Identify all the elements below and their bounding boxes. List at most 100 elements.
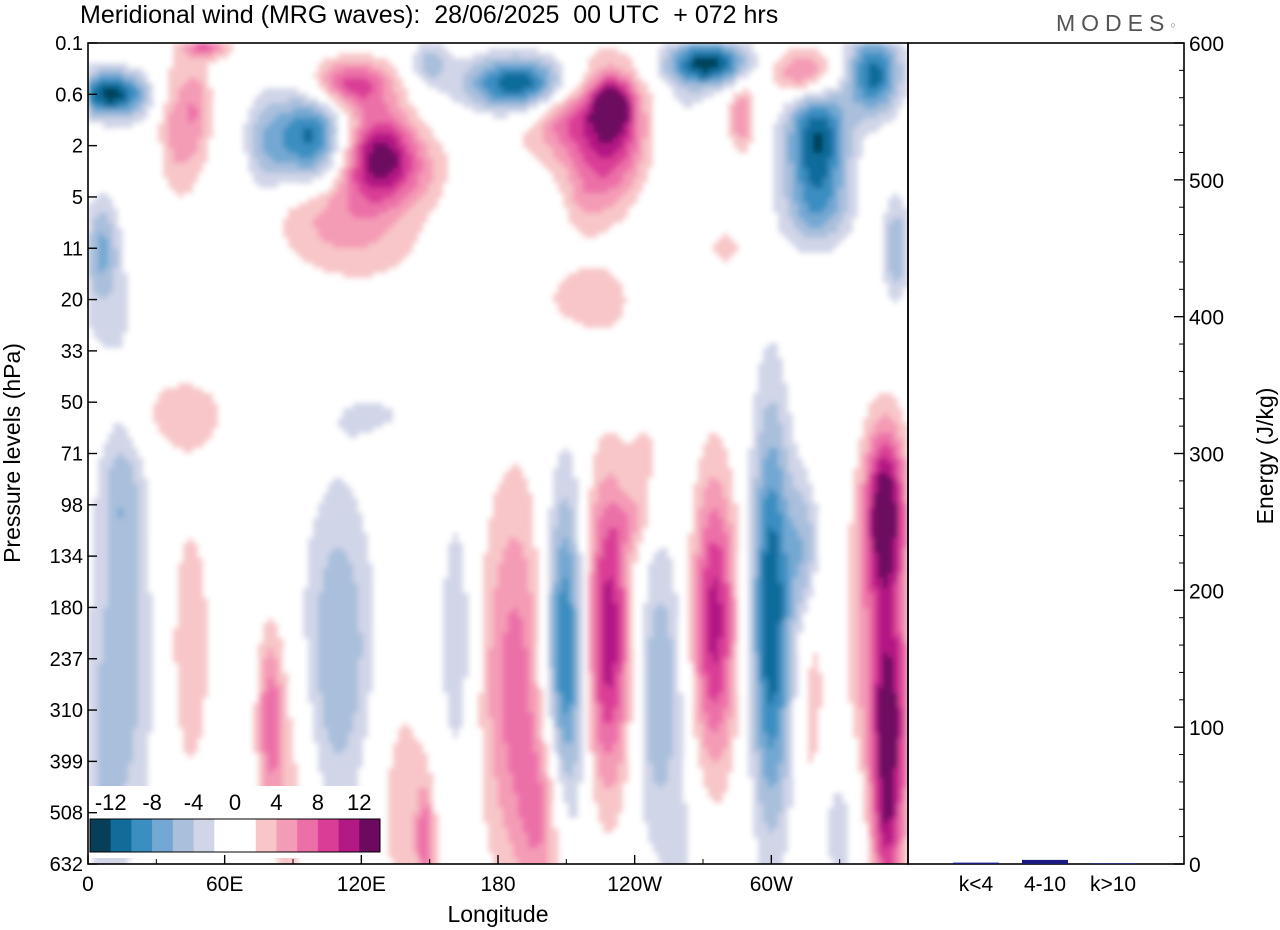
heatmap-cell <box>393 218 399 224</box>
heatmap-cell <box>528 108 534 114</box>
heatmap-cell <box>158 153 164 159</box>
heatmap-cell <box>728 248 734 254</box>
heatmap-cell <box>443 138 449 144</box>
heatmap-cell <box>538 138 544 144</box>
heatmap-cell <box>863 128 869 134</box>
heatmap-cell <box>328 143 334 149</box>
heatmap-cell <box>108 303 114 309</box>
heatmap-cell <box>393 223 399 229</box>
heatmap-cell <box>398 208 404 214</box>
heatmap-cell <box>388 163 394 169</box>
heatmap-cell <box>163 168 169 174</box>
heatmap-cell <box>198 93 204 99</box>
heatmap-cell <box>573 188 579 194</box>
heatmap-cell <box>563 133 569 139</box>
heatmap-cell <box>458 73 464 79</box>
heatmap-cell <box>568 218 574 224</box>
heatmap-cell <box>443 153 449 159</box>
heatmap-cell <box>533 73 539 79</box>
heatmap-cell <box>788 188 794 194</box>
heatmap-cell <box>583 228 589 234</box>
heatmap-cell <box>578 73 584 79</box>
heatmap-cell <box>603 78 609 84</box>
heatmap-cell <box>388 108 394 114</box>
heatmap-cell <box>878 78 884 84</box>
heatmap-cell <box>468 103 474 109</box>
heatmap-cell <box>393 103 399 109</box>
heatmap-cell <box>108 73 114 79</box>
heatmap-cell <box>833 88 839 94</box>
heatmap-cell <box>188 68 194 74</box>
heatmap-cell <box>768 208 774 214</box>
heatmap-cell <box>678 68 684 74</box>
heatmap-cell <box>533 138 539 144</box>
heatmap-cell <box>708 253 714 259</box>
heatmap-cell <box>193 138 199 144</box>
heatmap-cell <box>248 133 254 139</box>
heatmap-cell <box>588 203 594 209</box>
heatmap-cell <box>553 143 559 149</box>
heatmap-cell <box>423 198 429 204</box>
heatmap-cell <box>513 133 519 139</box>
heatmap-cell <box>838 88 844 94</box>
heatmap-cell <box>403 213 409 219</box>
heatmap-cell <box>618 68 624 74</box>
heatmap-cell <box>88 223 94 229</box>
heatmap-cell <box>373 53 379 59</box>
heatmap-cell <box>888 288 894 294</box>
heatmap-cell <box>768 138 774 144</box>
heatmap-cell <box>213 118 219 124</box>
heatmap-cell <box>328 228 334 234</box>
heatmap-cell <box>443 53 449 59</box>
heatmap-cell <box>783 78 789 84</box>
heatmap-cell <box>653 173 659 179</box>
heatmap-cell <box>323 223 329 229</box>
heatmap-cell <box>768 188 774 194</box>
heatmap-cell <box>333 278 339 284</box>
heatmap-cell <box>433 163 439 169</box>
heatmap-cell <box>423 243 429 249</box>
heatmap-cell <box>728 123 734 129</box>
heatmap-cell <box>583 213 589 219</box>
heatmap-cell <box>363 118 369 124</box>
heatmap-cell <box>443 58 449 64</box>
heatmap-cell <box>543 168 549 174</box>
heatmap-cell <box>178 148 184 154</box>
heatmap-cell <box>853 138 859 144</box>
heatmap-cell <box>178 163 184 169</box>
heatmap-cell <box>513 83 519 89</box>
heatmap-cell <box>113 63 119 69</box>
heatmap-cell <box>633 193 639 199</box>
heatmap-cell <box>583 158 589 164</box>
heatmap-cell <box>828 133 834 139</box>
heatmap-cell <box>743 118 749 124</box>
heatmap-cell <box>633 213 639 219</box>
heatmap-cell <box>423 143 429 149</box>
heatmap-cell <box>163 133 169 139</box>
heatmap-cell <box>483 208 489 214</box>
heatmap-cell <box>628 173 634 179</box>
heatmap-cell <box>728 53 734 59</box>
heatmap-cell <box>163 153 169 159</box>
heatmap-cell <box>728 83 734 89</box>
heatmap-cell <box>263 148 269 154</box>
heatmap-cell <box>258 178 264 184</box>
heatmap-cell <box>183 43 189 49</box>
heatmap-cell <box>538 123 544 129</box>
heatmap-cell <box>363 178 369 184</box>
heatmap-cell <box>828 208 834 214</box>
heatmap-cell <box>873 123 879 129</box>
heatmap-cell <box>413 233 419 239</box>
heatmap-cell <box>843 88 849 94</box>
heatmap-cell <box>338 93 344 99</box>
heatmap-cell <box>88 298 94 304</box>
heatmap-cell <box>288 218 294 224</box>
heatmap-cell <box>388 68 394 74</box>
heatmap-cell <box>543 78 549 84</box>
heatmap-cell <box>818 203 824 209</box>
heatmap-cell <box>613 63 619 69</box>
heatmap-cell <box>733 143 739 149</box>
heatmap-cell <box>433 193 439 199</box>
heatmap-cell <box>893 233 899 239</box>
heatmap-cell <box>793 98 799 104</box>
